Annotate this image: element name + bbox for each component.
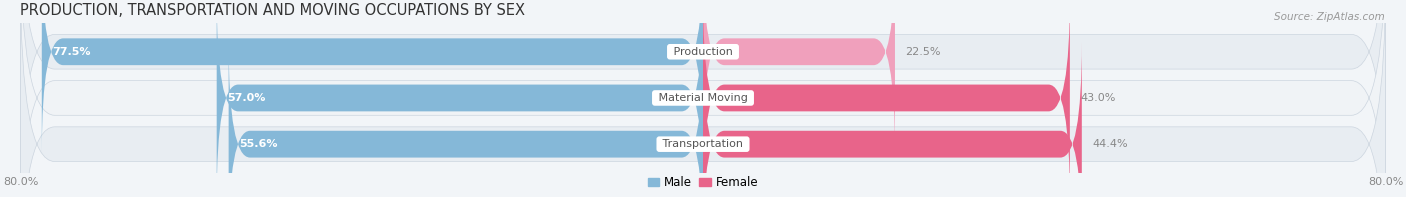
Text: 44.4%: 44.4% <box>1092 139 1128 149</box>
Text: PRODUCTION, TRANSPORTATION AND MOVING OCCUPATIONS BY SEX: PRODUCTION, TRANSPORTATION AND MOVING OC… <box>21 3 526 18</box>
Text: Source: ZipAtlas.com: Source: ZipAtlas.com <box>1274 12 1385 22</box>
FancyBboxPatch shape <box>21 0 1385 197</box>
Text: 22.5%: 22.5% <box>905 47 941 57</box>
FancyBboxPatch shape <box>703 0 1070 197</box>
Legend: Male, Female: Male, Female <box>643 171 763 194</box>
Text: Production: Production <box>669 47 737 57</box>
Text: 55.6%: 55.6% <box>239 139 277 149</box>
Text: Transportation: Transportation <box>659 139 747 149</box>
FancyBboxPatch shape <box>42 0 703 154</box>
FancyBboxPatch shape <box>703 42 1081 197</box>
Text: Material Moving: Material Moving <box>655 93 751 103</box>
FancyBboxPatch shape <box>229 42 703 197</box>
FancyBboxPatch shape <box>703 0 896 154</box>
FancyBboxPatch shape <box>217 0 703 197</box>
Text: 57.0%: 57.0% <box>226 93 266 103</box>
FancyBboxPatch shape <box>21 0 1385 197</box>
FancyBboxPatch shape <box>21 0 1385 197</box>
Text: 43.0%: 43.0% <box>1080 93 1115 103</box>
Text: 77.5%: 77.5% <box>52 47 90 57</box>
